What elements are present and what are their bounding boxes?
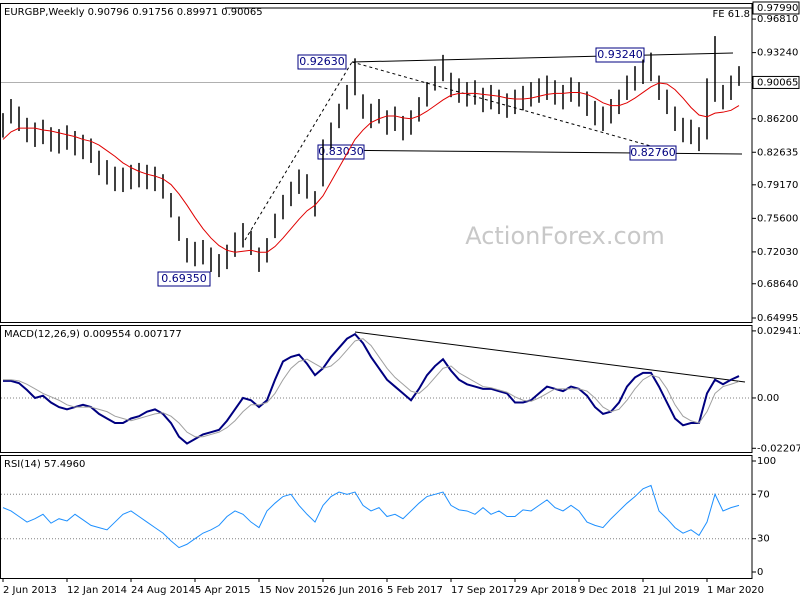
- y-tick-label: 0: [757, 567, 763, 578]
- y-tick-label: 0.96810: [757, 14, 798, 25]
- x-tick-label: 2 Jun 2013: [3, 585, 57, 596]
- y-tick-label: 30: [757, 534, 770, 545]
- y-tick-label: 0.72030: [757, 247, 798, 258]
- annotation: 0.69350: [161, 272, 207, 285]
- watermark: ActionForex.com: [465, 222, 665, 250]
- annotation: 0.83030: [318, 145, 364, 158]
- trend-line: [351, 61, 666, 151]
- annotation-box: [629, 145, 677, 161]
- price-label: 0.97990: [757, 3, 798, 14]
- x-tick-label: 26 Jun 2016: [323, 585, 383, 596]
- y-tick-label: 0.00: [757, 393, 779, 404]
- trend-line: [351, 52, 734, 63]
- x-tick-label: 15 Nov 2015: [259, 585, 323, 596]
- x-tick-label: 1 Mar 2020: [707, 585, 764, 596]
- annotation: 0.82760: [630, 146, 676, 159]
- annotation-box: [317, 144, 365, 160]
- fe-level-name: FE 61.8: [712, 9, 750, 20]
- annotation: 0.92630: [299, 55, 345, 68]
- x-tick-label: 5 Apr 2015: [195, 585, 250, 596]
- y-tick-label: 0.79170: [757, 180, 798, 191]
- trend-line: [244, 61, 353, 241]
- x-tick-label: 24 Aug 2014: [131, 585, 195, 596]
- price-label-box: [752, 75, 800, 89]
- indicator-line: [3, 332, 740, 445]
- panel-title: RSI(14) 57.4960: [4, 459, 85, 470]
- y-tick-label: 0.86200: [757, 114, 798, 125]
- price-label-box: [752, 1, 800, 15]
- annotation-box: [297, 54, 347, 70]
- x-tick-label: 21 Jul 2019: [643, 585, 700, 596]
- annotation-box: [595, 47, 645, 63]
- y-tick-label: 70: [757, 489, 770, 500]
- y-tick-label: 0.68640: [757, 279, 798, 290]
- y-tick-label: 100: [757, 456, 776, 467]
- y-tick-label: -0.022074: [757, 443, 800, 454]
- indicator-line: [3, 338, 740, 438]
- x-tick-label: 29 Apr 2018: [515, 585, 577, 596]
- x-tick-label: 12 Jan 2014: [67, 585, 127, 596]
- indicator-line: [2, 484, 740, 549]
- panel-frame: [0, 325, 753, 453]
- y-tick-label: 0.029412: [757, 326, 800, 337]
- x-tick-label: 5 Feb 2017: [387, 585, 443, 596]
- panel-frame: [0, 455, 753, 579]
- y-tick-label: 0.93240: [757, 48, 798, 59]
- x-tick-label: 9 Dec 2018: [579, 585, 637, 596]
- annotation-box: [157, 271, 211, 287]
- panel-title: MACD(12,26,9) 0.009554 0.007177: [4, 329, 182, 340]
- x-tick-label: 17 Sep 2017: [451, 585, 514, 596]
- macd-trend-line: [354, 331, 746, 383]
- panel-title: EURGBP,Weekly 0.90796 0.91756 0.89971 0.…: [4, 7, 263, 18]
- y-tick-label: 0.82635: [757, 147, 798, 158]
- y-tick-label: 0.64995: [757, 313, 798, 324]
- moving-average: [2, 82, 740, 253]
- annotation: 0.93240: [597, 48, 643, 61]
- panel-frame: [0, 3, 753, 323]
- y-tick-label: 0.75600: [757, 213, 798, 224]
- price-label: 0.90065: [757, 77, 798, 88]
